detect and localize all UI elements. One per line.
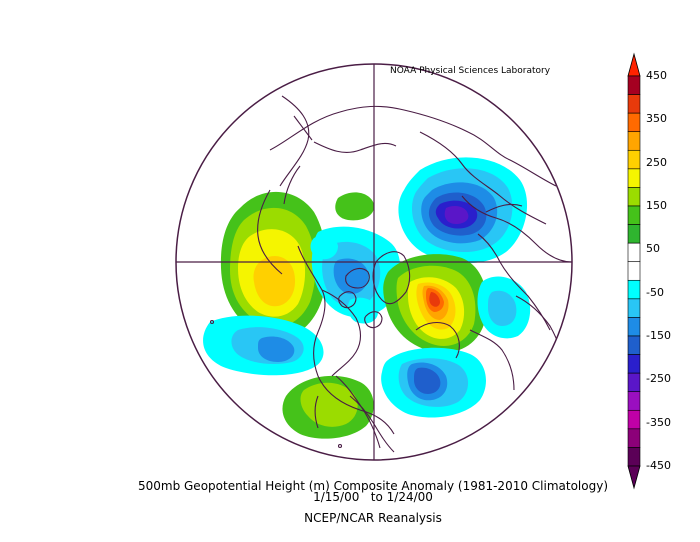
anomaly-contours <box>203 157 531 439</box>
colorbar-swatch <box>627 298 641 318</box>
subtropical-pacific-negative <box>203 315 324 376</box>
colorbar-swatch <box>627 224 641 244</box>
colorbar-label: 450 <box>646 69 667 82</box>
colorbar-swatch <box>627 447 641 467</box>
colorbar-swatch <box>627 372 641 393</box>
colorbar-swatch <box>627 94 641 114</box>
colorbar-swatch <box>627 335 641 355</box>
colorbar-swatch <box>627 131 641 151</box>
pacific-coast-negative <box>310 235 338 260</box>
colorbar-swatch <box>627 354 641 374</box>
map-title-line1: 500mb Geopotential Height (m) Composite … <box>137 479 608 493</box>
colorbar-swatch <box>627 75 641 95</box>
colorbar-swatch <box>627 428 641 448</box>
colorbar-bottom-arrow <box>627 465 641 490</box>
colorbar-top-arrow <box>627 52 641 77</box>
colorbar-swatch <box>627 409 641 430</box>
colorbar-label: 350 <box>646 112 667 126</box>
arctic-positive-small <box>335 192 375 221</box>
greenland-positive <box>383 254 487 353</box>
colorbar-swatch <box>627 205 641 225</box>
colorbar-swatch <box>627 112 641 133</box>
colorbar-label: -250 <box>646 372 671 386</box>
colorbar-label: -150 <box>646 329 671 342</box>
europe-negative <box>477 276 531 339</box>
colorbar-swatch <box>627 242 641 263</box>
siberia-negative <box>398 157 528 264</box>
credit-text: NOAA Physical Sciences Laboratory <box>390 66 551 76</box>
colorbar-swatch <box>627 168 641 188</box>
map-title-line3: NCEP/NCAR Reanalysis <box>304 511 442 525</box>
map-title-line2: 1/15/00 to 1/24/00 <box>313 490 433 504</box>
colorbar-swatch <box>627 279 641 300</box>
colorbar-label: -50 <box>646 285 664 299</box>
colorbar-label: 150 <box>646 199 667 212</box>
colorbar <box>627 52 641 490</box>
north-pacific-positive <box>220 191 327 339</box>
colorbar-swatch <box>627 391 641 411</box>
colorbar-swatch <box>627 261 641 281</box>
colorbar-swatch <box>627 317 641 337</box>
north-atlantic-negative <box>381 347 486 418</box>
coastlines <box>209 95 572 453</box>
gulf-positive <box>282 375 374 439</box>
colorbar-swatch <box>627 149 641 170</box>
colorbar-label: 50 <box>646 242 660 256</box>
colorbar-label: -450 <box>646 459 671 472</box>
colorbar-label: -350 <box>646 415 671 429</box>
colorbar-swatch <box>627 187 641 207</box>
colorbar-label: 250 <box>646 155 667 169</box>
